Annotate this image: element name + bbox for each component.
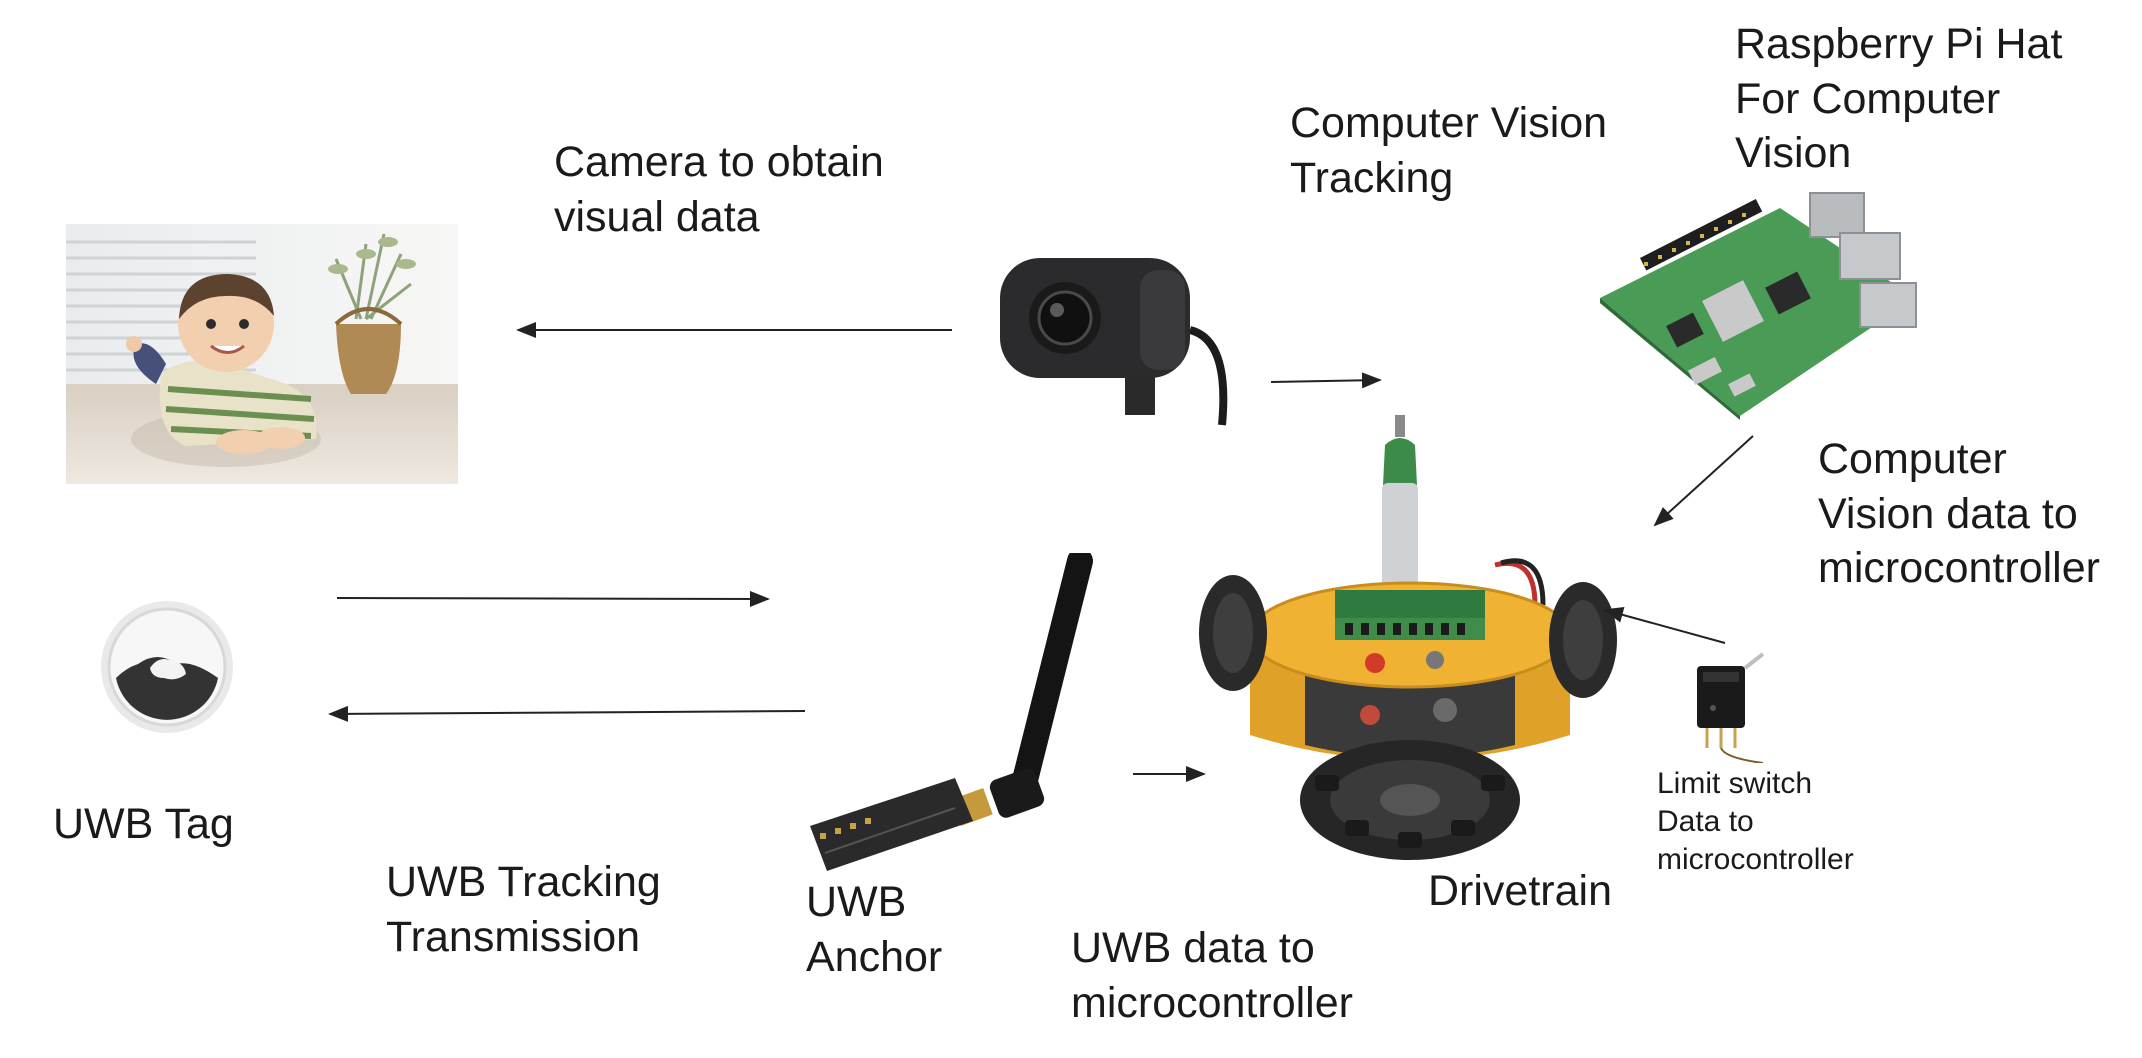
uwb-antenna-icon — [805, 553, 1095, 873]
arrow-switch-to-robot — [1603, 607, 1726, 644]
label-limit-switch: Limit switch Data to microcontroller — [1657, 767, 1854, 877]
label-uwb-tracking: UWB Tracking Transmission — [386, 858, 661, 961]
label-cv-data: Computer Vision data to microcontroller — [1818, 435, 2100, 593]
robot-drivetrain-icon — [1195, 415, 1625, 865]
label-drivetrain: Drivetrain — [1428, 867, 1612, 915]
arrow-camera-to-cv — [1270, 372, 1382, 389]
label-uwb-tag: UWB Tag — [53, 800, 234, 848]
arrow-anchor-to-tag — [328, 705, 806, 722]
label-uwb-data: UWB data to microcontroller — [1071, 924, 1353, 1027]
arrow-tag-to-anchor — [336, 590, 770, 607]
label-cv-tracking: Computer Vision Tracking — [1290, 99, 1608, 202]
label-raspberry-pi-hat: Raspberry Pi Hat For Computer Vision — [1735, 20, 2063, 178]
arrow-pi-to-robot — [1653, 435, 1754, 527]
raspberry-pi-icon — [1600, 188, 1920, 420]
child-photo — [66, 224, 458, 484]
webcam-icon — [990, 250, 1250, 430]
limit-switch-icon — [1683, 648, 1773, 763]
label-camera: Camera to obtain visual data — [554, 138, 884, 241]
label-uwb-anchor: UWB Anchor — [806, 878, 943, 981]
uwb-tag-icon — [98, 598, 236, 736]
